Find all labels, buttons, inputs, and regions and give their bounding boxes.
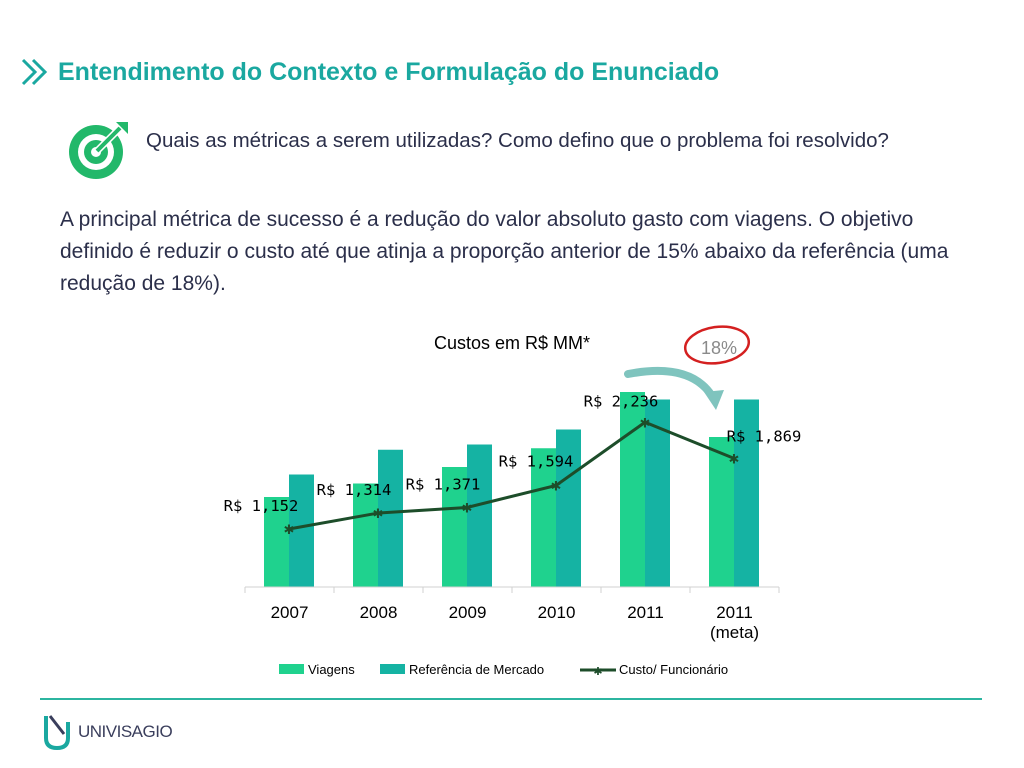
line-marker: ✱ <box>729 452 740 467</box>
title-row: Entendimento do Contexto e Formulação do… <box>20 56 719 88</box>
data-label: R$ 1,371 <box>406 475 481 493</box>
category-label: 2011 <box>716 603 753 622</box>
line-marker: ✱ <box>462 501 473 516</box>
bar-referencia-3 <box>556 429 581 587</box>
line-marker: ✱ <box>640 416 651 431</box>
arrow-body <box>624 366 716 400</box>
category-label: (meta) <box>710 623 759 642</box>
data-label: R$ 2,236 <box>584 392 659 410</box>
logo-text: UNIVISAGIO <box>78 722 173 741</box>
data-label: R$ 1,594 <box>499 452 574 470</box>
univisagio-logo-icon <box>44 715 70 751</box>
callout-circle <box>683 325 751 365</box>
bar-referencia-1 <box>378 449 403 587</box>
line-marker: ✱ <box>373 507 384 522</box>
bar-referencia-2 <box>467 444 492 587</box>
bar-viagens-5 <box>709 437 734 587</box>
legend-label-referencia: Referência de Mercado <box>409 662 544 677</box>
data-label: R$ 1,314 <box>317 481 392 499</box>
bar-viagens-3 <box>531 448 556 587</box>
line-custo-funcionario <box>288 420 735 531</box>
legend-swatch-referencia <box>380 664 405 674</box>
bar-viagens-4 <box>620 392 645 587</box>
question-block: Quais as métricas a serem utilizadas? Co… <box>66 120 926 184</box>
bar-referencia-0 <box>289 474 314 587</box>
bar-viagens-0 <box>264 497 289 587</box>
data-label: R$ 1,152 <box>224 497 299 515</box>
line-marker: ✱ <box>551 479 562 494</box>
bar-viagens-1 <box>353 483 378 587</box>
legend-label-viagens: Viagens <box>308 662 355 677</box>
bar-referencia-4 <box>645 399 670 587</box>
double-chevron-icon <box>21 58 48 86</box>
data-label: R$ 1,869 <box>727 427 802 445</box>
category-label: 2008 <box>360 603 398 622</box>
body-paragraph: A principal métrica de sucesso é a reduç… <box>60 208 949 295</box>
footer-divider <box>40 698 982 700</box>
legend-marker-custo: ✱ <box>593 665 602 678</box>
callout-label: 18% <box>701 338 737 358</box>
bar-referencia-5 <box>734 399 759 587</box>
category-label: 2009 <box>449 603 487 622</box>
chart-title: Custos em R$ MM* <box>434 333 590 353</box>
logo: UNIVISAGIO <box>40 712 173 752</box>
page-title: Entendimento do Contexto e Formulação do… <box>58 57 720 86</box>
question-text: Quais as métricas a serem utilizadas? Co… <box>146 129 889 152</box>
category-label: 2010 <box>538 603 576 622</box>
legend-label-custo: Custo/ Funcionário <box>619 662 728 677</box>
legend-swatch-viagens <box>279 664 304 674</box>
line-marker: ✱ <box>284 523 295 538</box>
target-icon <box>69 122 128 179</box>
bar-viagens-2 <box>442 467 467 587</box>
category-label: 2011 <box>627 603 664 622</box>
category-label: 2007 <box>271 603 309 622</box>
arrow-head <box>704 390 724 410</box>
